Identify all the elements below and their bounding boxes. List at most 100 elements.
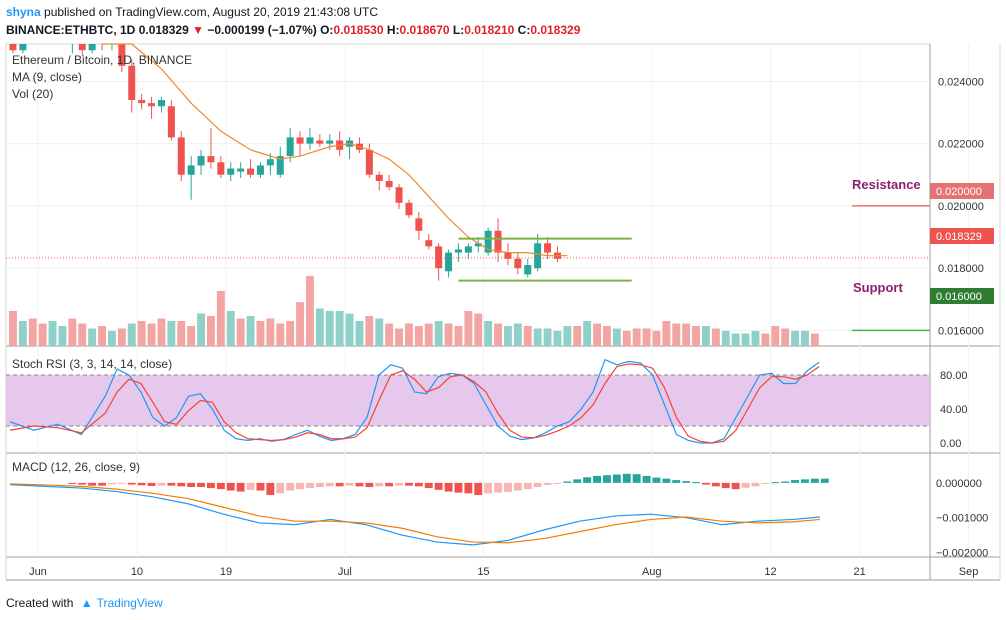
stoch-rsi-band	[6, 375, 930, 426]
candle-body	[544, 243, 552, 253]
footer: Created with ▲ TradingView	[6, 596, 163, 610]
macd-histogram-bar	[395, 482, 403, 486]
macd-histogram-bar	[226, 482, 235, 491]
volume-bar	[167, 321, 176, 346]
tradingview-brand[interactable]: TradingView	[96, 596, 163, 610]
candle-body	[365, 149, 373, 175]
volume-bar	[781, 328, 790, 346]
volume-bar	[127, 323, 136, 346]
macd-histogram-bar	[256, 482, 265, 491]
chart-legend-title: Ethereum / Bitcoin, 1D, BINANCE	[12, 53, 192, 67]
time-axis[interactable]: Jun 10 19 Jul 15 Aug 12 21 Sep	[29, 566, 978, 578]
resistance-annotation[interactable]: Resistance	[852, 177, 921, 192]
candle-body	[296, 137, 304, 144]
price-tick-label: 0.016000	[938, 325, 984, 337]
volume-bar	[622, 331, 631, 346]
stoch-rsi-tick-label: 80.00	[940, 370, 968, 382]
volume-bar	[711, 328, 720, 346]
current-price-tag	[930, 228, 994, 244]
volume-bar	[375, 318, 384, 346]
volume-bar	[464, 311, 473, 346]
macd-line	[9, 484, 820, 546]
candle-body	[316, 140, 324, 144]
macd-histogram-bar	[335, 482, 344, 487]
candle-body	[217, 162, 225, 175]
macd-histogram-bar	[444, 482, 453, 492]
author-name[interactable]: shyna	[6, 5, 41, 19]
volume-bar	[642, 328, 651, 346]
created-with-text: Created with	[6, 596, 74, 610]
current-price-text: 0.018329	[936, 231, 982, 243]
macd-histogram-bar	[127, 482, 136, 485]
low-label: L:	[452, 23, 465, 37]
resistance-price-text: 0.020000	[936, 186, 982, 198]
price-tick-label: 0.018000	[938, 263, 984, 275]
candle-body	[19, 44, 27, 51]
macd-axis[interactable]: 0.000000 −0.001000 −0.002000	[936, 478, 988, 560]
volume-legend: Vol (20)	[12, 87, 53, 101]
support-price-text: 0.016000	[936, 291, 982, 303]
volume-bar	[315, 308, 324, 346]
volume-bar	[523, 326, 532, 346]
time-tick-label: 21	[854, 566, 866, 578]
candle-body	[148, 103, 156, 107]
time-tick-label: Aug	[642, 566, 662, 578]
volume-bar	[38, 323, 47, 346]
volume-bar	[434, 321, 443, 346]
pane-frames	[5, 43, 1001, 581]
price-tick-label: 0.020000	[938, 201, 984, 213]
macd-signal-line	[9, 483, 820, 544]
symbol-ohlc-bar: BINANCE:ETHBTC, 1D 0.018329 ▼ −0.000199 …	[6, 23, 580, 37]
volume-bar	[335, 311, 344, 346]
macd-histogram-bar	[781, 481, 790, 483]
candle-body	[425, 240, 433, 247]
time-tick-label: 19	[220, 566, 232, 578]
macd-histogram-bar	[117, 482, 126, 484]
volume-bar	[405, 323, 413, 346]
macd-histogram-bar	[711, 482, 720, 487]
macd-histogram-bar	[434, 482, 443, 490]
volume-bar	[365, 316, 374, 346]
support-annotation[interactable]: Support	[853, 280, 903, 295]
support-price-tag	[930, 288, 994, 304]
macd-histogram-bar	[573, 479, 582, 483]
candle-body	[9, 44, 17, 51]
volume-bar	[256, 321, 265, 346]
symbol: BINANCE:ETHBTC, 1D	[6, 23, 136, 37]
volume-bar	[761, 333, 770, 346]
last-price: 0.018329	[138, 23, 189, 37]
candle-body	[78, 44, 86, 51]
volume-bar	[137, 321, 146, 346]
candle-body	[474, 243, 482, 247]
macd-histogram-bar	[642, 475, 651, 483]
candle-body	[128, 65, 136, 101]
ma-legend: MA (9, close)	[12, 70, 82, 84]
price-axis[interactable]: 0.024000 0.022000 0.020000 0.018000 0.016000	[938, 76, 984, 337]
candle-body	[187, 165, 195, 175]
macd-histogram-bar	[721, 482, 730, 489]
volume-bar	[662, 321, 671, 346]
candle-body	[504, 252, 512, 259]
volume-bar	[513, 323, 522, 346]
macd-histogram-bar	[88, 482, 97, 486]
macd-histogram-bar	[187, 482, 196, 488]
candle-body	[385, 180, 393, 188]
chart-canvas[interactable]: 0.024000 0.022000 0.020000 0.018000 0.016000…	[0, 0, 1006, 585]
close-label: C:	[517, 23, 531, 37]
time-tick-label: Jun	[29, 566, 47, 578]
macd-histogram-bar	[276, 482, 285, 494]
macd-histogram-bar	[464, 482, 473, 494]
macd-histogram-bar	[78, 482, 87, 485]
close-value: 0.018329	[530, 23, 581, 37]
candle-body	[395, 187, 403, 203]
volume-bar	[603, 326, 611, 346]
volume-bar	[58, 326, 67, 346]
macd-tick-label: −0.001000	[936, 513, 988, 525]
candle-body	[494, 230, 502, 253]
macd-histogram-bar	[553, 482, 562, 484]
volume-bar	[216, 291, 225, 346]
tradingview-logo-icon[interactable]: ▲	[80, 596, 93, 610]
stoch-rsi-axis[interactable]: 80.00 40.00 0.00	[940, 370, 968, 450]
volume-bar	[771, 326, 780, 346]
macd-histogram-bar	[365, 482, 374, 488]
